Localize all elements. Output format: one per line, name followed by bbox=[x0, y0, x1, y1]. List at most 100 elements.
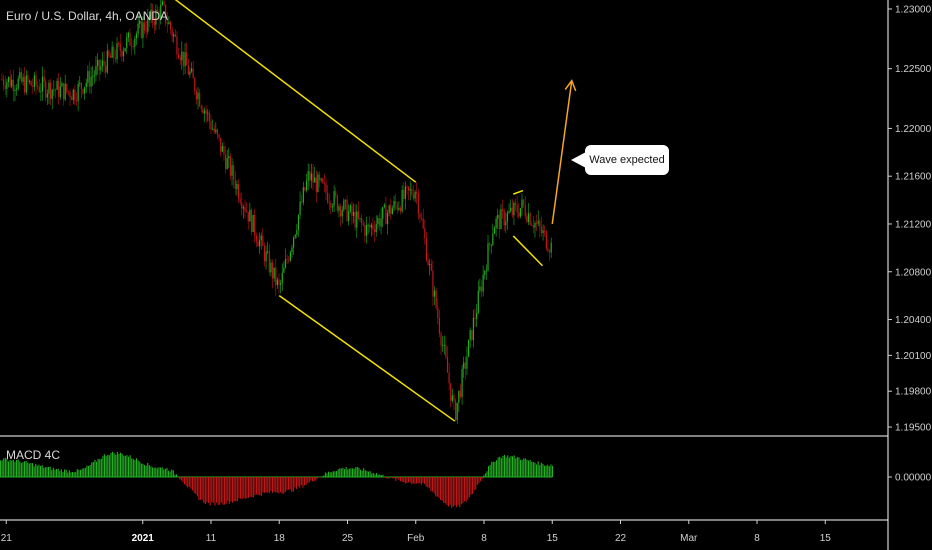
macd-bar bbox=[316, 477, 318, 479]
candle-body bbox=[90, 76, 92, 87]
macd-bar bbox=[523, 458, 525, 477]
x-tick-label: 15 bbox=[820, 533, 832, 544]
macd-bar bbox=[544, 465, 546, 477]
candle-body bbox=[267, 251, 269, 253]
macd-bar bbox=[411, 477, 413, 485]
candle-body bbox=[80, 82, 82, 90]
candle-body bbox=[77, 83, 79, 102]
candle-body bbox=[359, 218, 361, 219]
candle-body bbox=[315, 177, 317, 193]
macd-bar bbox=[268, 477, 270, 494]
macd-bar bbox=[164, 468, 166, 477]
macd-bar bbox=[440, 477, 442, 500]
macd-bar bbox=[137, 460, 139, 477]
candle-body bbox=[302, 187, 304, 203]
candle-body bbox=[529, 213, 531, 225]
candle-body bbox=[208, 112, 210, 122]
candle-body bbox=[255, 235, 257, 242]
candle-body bbox=[419, 213, 421, 219]
candle-body bbox=[527, 213, 530, 222]
macd-bar bbox=[475, 477, 477, 490]
macd-bar bbox=[534, 462, 536, 477]
macd-bar bbox=[209, 477, 211, 506]
candle-body bbox=[250, 209, 253, 232]
macd-bar bbox=[377, 474, 379, 477]
macd-bar bbox=[84, 467, 86, 477]
projection-line[interactable] bbox=[551, 80, 573, 225]
candle-body bbox=[53, 89, 55, 91]
macd-bar bbox=[283, 477, 285, 494]
candle-body bbox=[526, 216, 528, 222]
macd-bar bbox=[532, 462, 534, 477]
candle-body bbox=[226, 158, 228, 169]
candle-body bbox=[301, 201, 303, 203]
candle-body bbox=[495, 218, 497, 228]
candle-body bbox=[477, 290, 479, 313]
candle-body bbox=[404, 186, 406, 199]
macd-bar bbox=[145, 465, 147, 477]
macd-bar bbox=[540, 462, 542, 477]
macd-bar bbox=[100, 458, 102, 477]
candle-body bbox=[374, 229, 376, 233]
macd-bar bbox=[342, 467, 344, 477]
macd-bar bbox=[398, 477, 400, 481]
candle-body bbox=[429, 264, 431, 265]
macd-bar bbox=[73, 472, 75, 477]
candle-body bbox=[536, 222, 538, 224]
macd-bar bbox=[64, 469, 66, 477]
macd-bar bbox=[304, 477, 306, 486]
candle-body bbox=[46, 93, 48, 98]
candle-body bbox=[252, 214, 254, 232]
candle-body bbox=[532, 225, 534, 228]
macd-bar bbox=[208, 477, 210, 504]
macd-bar bbox=[353, 468, 355, 477]
trendline[interactable] bbox=[172, 0, 417, 183]
candle-body bbox=[220, 137, 222, 152]
candle-body bbox=[508, 211, 510, 213]
candle-body bbox=[510, 207, 512, 212]
candle-body bbox=[328, 202, 330, 204]
candle-body bbox=[137, 23, 139, 34]
macd-bar bbox=[416, 477, 418, 484]
y-tick-label: 1.20400 bbox=[895, 315, 932, 326]
candle-body bbox=[236, 183, 238, 190]
trendline[interactable] bbox=[512, 235, 544, 267]
macd-bar bbox=[43, 467, 45, 477]
macd-bar bbox=[512, 456, 514, 477]
macd-bar bbox=[244, 477, 246, 499]
candle-body bbox=[61, 83, 63, 87]
candle-body bbox=[156, 9, 159, 12]
macd-bar bbox=[273, 477, 275, 492]
macd-bar bbox=[292, 477, 294, 492]
macd-bar bbox=[457, 477, 459, 505]
candle-body bbox=[427, 260, 429, 265]
macd-bar bbox=[192, 477, 194, 491]
candle-body bbox=[364, 225, 366, 236]
macd-bar bbox=[380, 475, 382, 477]
candle-body bbox=[293, 237, 295, 248]
candle-body bbox=[129, 32, 131, 46]
macd-bar bbox=[129, 455, 131, 477]
candle-body bbox=[284, 259, 287, 268]
candle-body bbox=[380, 218, 382, 227]
candle-body bbox=[127, 32, 129, 38]
candle-body bbox=[19, 72, 21, 79]
macd-bar bbox=[19, 461, 21, 477]
macd-bar bbox=[70, 472, 72, 477]
candle-body bbox=[480, 286, 483, 292]
candle-body bbox=[443, 344, 445, 346]
trendline[interactable] bbox=[278, 295, 456, 422]
trendline[interactable] bbox=[512, 189, 524, 195]
candle-body bbox=[51, 89, 53, 99]
macd-bar bbox=[465, 477, 467, 502]
candle-body bbox=[215, 129, 217, 132]
candle-body bbox=[296, 230, 298, 235]
macd-bar bbox=[153, 467, 155, 477]
candle-body bbox=[121, 50, 123, 57]
macd-bar bbox=[235, 477, 237, 502]
macd-bar bbox=[176, 474, 178, 477]
macd-bar bbox=[152, 467, 154, 477]
macd-bar bbox=[396, 477, 398, 479]
macd-bar bbox=[430, 477, 432, 492]
